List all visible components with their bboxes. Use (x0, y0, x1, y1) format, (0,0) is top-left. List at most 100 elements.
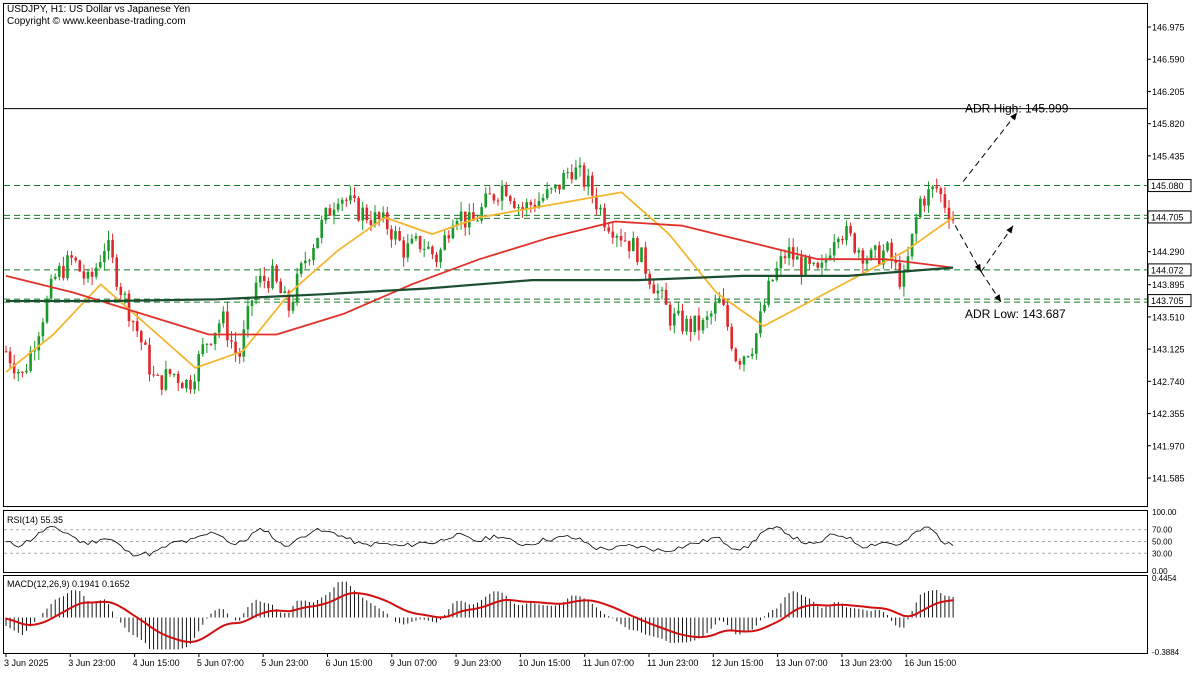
candle-body (463, 211, 467, 228)
candle-body (181, 383, 184, 389)
price-tick-label: 141.970 (1152, 441, 1185, 451)
candle-body (468, 212, 471, 228)
candle-body (33, 350, 36, 352)
candle-body (402, 240, 405, 258)
candle-body (357, 198, 360, 221)
candles (4, 157, 955, 396)
time-tick-label: 5 Jun 07:00 (197, 658, 244, 668)
candle-body (599, 207, 602, 210)
rsi-tick-label: 100.00 (1152, 508, 1177, 517)
price-label-box (1147, 210, 1192, 224)
rsi-tick-label: 50.00 (1152, 538, 1173, 547)
time-tick-label: 9 Jun 07:00 (390, 658, 437, 668)
candle-body (332, 209, 336, 216)
candle-body (894, 260, 897, 263)
time-tick-label: 10 Jun 15:00 (518, 658, 570, 668)
candle-body (226, 311, 229, 341)
candle-body (750, 353, 754, 357)
candle-body (414, 236, 418, 239)
rsi-tick-label: 0.00 (1152, 567, 1168, 576)
candle-body (812, 262, 815, 264)
candle-body (78, 260, 82, 272)
candle-body (21, 371, 24, 373)
candle-body (554, 184, 557, 189)
candle-body (58, 266, 61, 277)
candle-body (910, 233, 914, 257)
candle-body (283, 291, 287, 294)
time-tick-label: 12 Jun 15:00 (711, 658, 763, 668)
candle-body (574, 167, 578, 180)
macd-label: MACD(12,26,9) 0.1941 0.1652 (7, 579, 130, 589)
candle-body (738, 361, 742, 365)
candle-body (513, 201, 516, 208)
candle-body (755, 333, 758, 354)
candle-body (947, 207, 951, 220)
candle-body (763, 304, 766, 312)
candle-body (172, 373, 176, 375)
candle-body (164, 369, 168, 390)
candle-body (697, 315, 701, 331)
candle-body (701, 320, 705, 331)
candle-body (722, 298, 725, 305)
candle-body (140, 331, 143, 343)
candle-body (693, 315, 697, 332)
candle-body (919, 198, 922, 218)
price-label: 145.080 (1151, 181, 1184, 191)
candle-body (730, 326, 733, 349)
candle-body (951, 219, 955, 221)
candle-body (882, 250, 885, 265)
candle-body (775, 268, 779, 280)
candle-body (820, 262, 824, 268)
candle-body (398, 231, 401, 241)
candle-body (365, 207, 369, 221)
candle-body (37, 336, 41, 351)
candle-body (99, 262, 102, 268)
candle-body (714, 302, 717, 314)
candle-body (86, 271, 90, 279)
candle-body (254, 282, 258, 301)
candle-body (131, 321, 135, 323)
candle-body (217, 323, 221, 333)
candle-body (230, 340, 233, 342)
price-label-box (1147, 294, 1192, 308)
candle-body (328, 208, 332, 216)
candle-body (349, 195, 352, 201)
candle-body (119, 286, 123, 295)
candle-body (201, 344, 205, 355)
time-tick-label: 9 Jun 23:00 (454, 658, 501, 668)
candle-body (636, 238, 639, 263)
candle-body (17, 371, 20, 374)
candle-body (213, 332, 217, 345)
candle-body (623, 240, 627, 242)
candle-body (234, 341, 237, 353)
candle-body (800, 256, 803, 275)
candle-body (541, 197, 545, 201)
candle-body (176, 373, 180, 384)
price-tick-label: 143.510 (1152, 312, 1185, 322)
candle-body (361, 207, 364, 221)
candle-body (435, 254, 438, 263)
price-tick-label: 143.895 (1152, 280, 1185, 290)
candle-body (890, 242, 893, 261)
candle-body (156, 375, 159, 377)
price-label: 144.072 (1151, 265, 1184, 275)
candle-body (336, 203, 340, 210)
candle-body (939, 188, 943, 195)
candle-body (66, 255, 69, 279)
candle-body (705, 316, 709, 321)
candle-body (562, 172, 565, 190)
candle-body (472, 212, 475, 221)
arrow-up-1-head (1006, 225, 1014, 234)
candle-body (689, 318, 692, 332)
candle-body (381, 212, 385, 220)
candle-body (45, 298, 49, 323)
candle-body (304, 260, 307, 264)
chart-header: USDJPY, H1: US Dollar vs Japanese Yen Co… (7, 4, 190, 28)
candle-body (558, 184, 561, 190)
candle-body (869, 249, 873, 260)
candle-body (406, 243, 410, 258)
candle-body (652, 284, 656, 294)
candle-body (525, 202, 528, 210)
candle-body (537, 200, 541, 208)
candle-body (242, 329, 246, 357)
